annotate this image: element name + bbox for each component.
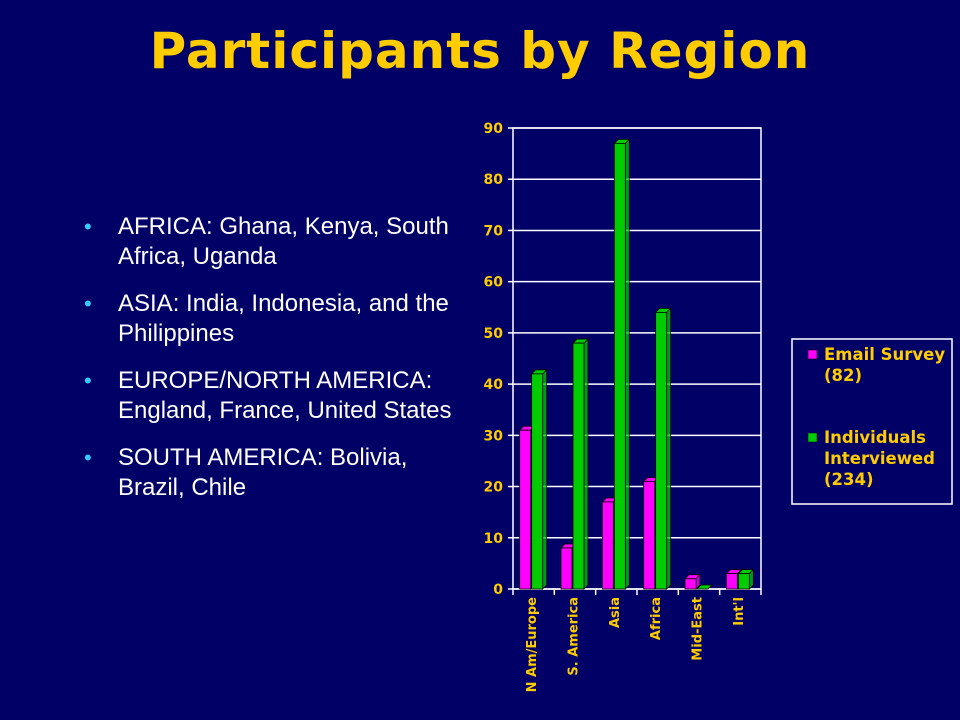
legend-label: Individuals Interviewed (234)	[824, 428, 935, 489]
bullet-africa-text: AFRICA: Ghana, Kenya, South Africa, Ugan…	[118, 213, 449, 270]
legend-label: Email Survey (82)	[824, 345, 945, 385]
bullet-dot-icon: •	[84, 445, 92, 470]
plot-area	[512, 127, 762, 590]
y-tick-label: 20	[484, 480, 504, 496]
region-bullet-list: • AFRICA: Ghana, Kenya, South Africa, Uga…	[84, 212, 464, 520]
bar	[655, 311, 668, 590]
bullet-europe-text: EUROPE/NORTH AMERICA: England, France, U…	[118, 367, 452, 424]
bullet-asia-text: ASIA: India, Indonesia, and the Philippi…	[118, 290, 449, 347]
bullet-south-america-text: SOUTH AMERICA: Bolivia, Brazil, Chile	[118, 444, 408, 501]
y-tick-label: 0	[493, 582, 503, 598]
bar	[613, 142, 626, 590]
bar	[560, 547, 573, 590]
y-tick-label: 60	[484, 275, 504, 291]
bar-side-face	[707, 584, 713, 590]
y-tick-label: 30	[484, 428, 504, 444]
legend-swatch	[807, 349, 818, 360]
legend-swatch	[807, 432, 818, 443]
y-tick-label: 40	[484, 377, 504, 393]
y-tick-label: 50	[484, 326, 504, 342]
bullet-africa: • AFRICA: Ghana, Kenya, South Africa, Uga…	[84, 212, 464, 272]
bullet-dot-icon: •	[84, 291, 92, 316]
bar-side-face	[583, 338, 589, 590]
bar	[531, 373, 544, 590]
bullet-asia: • ASIA: India, Indonesia, and the Philipp…	[84, 289, 464, 349]
bullet-south-america: • SOUTH AMERICA: Bolivia, Brazil, Chile	[84, 443, 464, 503]
x-category-label: Int'l	[732, 597, 747, 626]
legend-box	[791, 338, 953, 505]
bar-side-face	[624, 138, 630, 590]
y-tick-label: 10	[484, 531, 504, 547]
slide-title: Participants by Region	[149, 22, 811, 80]
bullet-dot-icon: •	[84, 368, 92, 393]
y-tick-label: 70	[484, 223, 504, 239]
y-tick-label: 80	[484, 172, 504, 188]
x-category-label: Mid-East	[691, 597, 706, 661]
x-category-label: Asia	[608, 597, 623, 628]
bar	[519, 429, 532, 590]
x-category-label: N Am/Europe	[525, 597, 540, 693]
bar	[601, 501, 614, 590]
y-tick-label: 90	[484, 121, 504, 137]
bar	[737, 573, 750, 590]
bar	[684, 578, 697, 590]
bar	[572, 342, 585, 590]
bullet-europe-north-america: • EUROPE/NORTH AMERICA: England, France, …	[84, 366, 464, 426]
bar-side-face	[666, 307, 672, 590]
x-category-label: Africa	[649, 597, 664, 640]
bar-side-face	[748, 568, 754, 590]
bar-side-face	[542, 368, 548, 590]
bullet-dot-icon: •	[84, 214, 92, 239]
x-category-label: S. America	[567, 597, 582, 676]
bar	[643, 481, 656, 590]
bar	[725, 573, 738, 590]
